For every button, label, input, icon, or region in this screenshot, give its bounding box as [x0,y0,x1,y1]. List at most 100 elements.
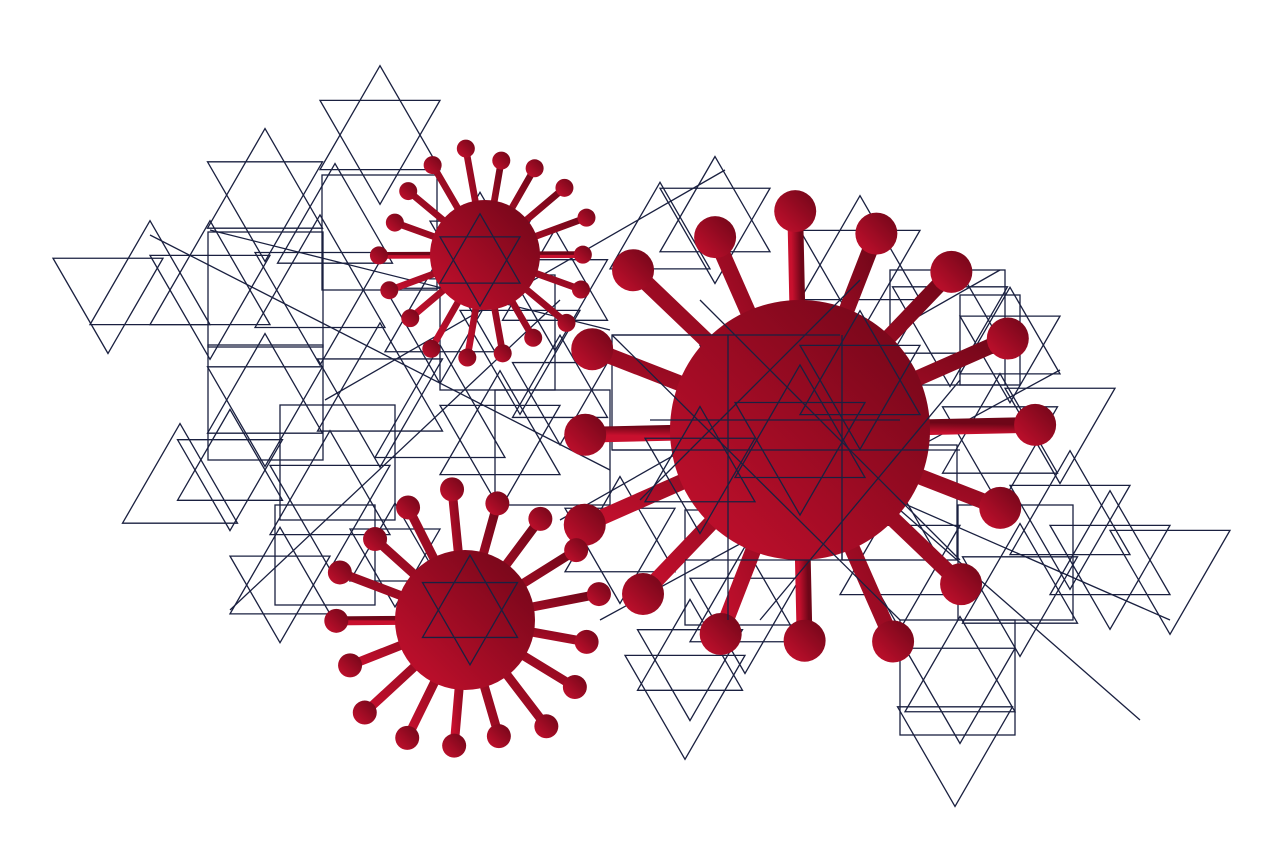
lattice-triangle [121,422,239,524]
virus-spike-knob [458,348,477,367]
virus-spike-knob [395,725,420,750]
lattice-triangle [88,219,212,326]
lattice-triangle [268,429,392,536]
lattice-square [899,619,1016,736]
virus-spike-knob [571,328,614,371]
lattice-triangle [798,309,922,416]
lattice-triangle [421,581,519,667]
virus-spike-knob [423,156,442,175]
virus-body [395,550,535,690]
lattice-triangle [51,257,165,355]
virus-spike-knob [573,245,592,264]
lattice-triangle [206,366,324,468]
lattice-triangle [903,615,1017,713]
virus-spike-knob [577,208,596,227]
lattice-square [494,389,611,506]
lattice-triangle [176,439,284,532]
lattice-triangle [643,405,757,503]
lattice-triangle [961,556,1079,658]
virus-spike-knob [486,724,511,749]
virus-spike-knob [352,700,377,725]
virus-spike-knob [442,733,467,758]
virus-spike-knob [563,503,606,546]
virus-spike-knob [774,190,817,233]
lattice-triangle [501,259,609,352]
virus-small-bottom [324,477,611,758]
virus-spike-knob [363,527,388,552]
lattice-triangle [636,629,744,722]
virus-spike-knob [586,582,611,607]
virus-spike-knob [555,178,574,197]
virus-spike-knob [699,613,742,656]
lattice-triangle [316,321,444,432]
lattice-triangle [253,213,387,329]
virus-spike-knob [612,249,655,292]
lattice-square [274,504,376,606]
virus-spike-knob [986,317,1029,360]
virus-spike-knob [369,246,388,265]
virus-spike-knob [456,139,475,158]
virus-spike-knob [324,608,349,633]
lattice-triangle [643,437,757,535]
lattice-triangle [511,333,609,419]
lattice-triangle [1008,484,1132,591]
lattice-line [899,509,1141,721]
virus-body [430,200,540,310]
virus-spike-knob [338,653,363,678]
lattice-square [279,404,396,521]
virus-spike-knob [524,328,543,347]
lattice-line [639,279,861,501]
lattice-triangle [511,361,609,447]
lattice-triangle [318,99,442,206]
virus-spike-knob [492,151,511,170]
virus-spike-knob [485,491,510,516]
lattice-triangle [438,369,562,476]
lattice-triangle [148,254,272,361]
triangle-lattice-overlay [421,212,961,667]
lattice-triangle [228,525,332,615]
lattice-triangle [733,363,867,479]
virus-spike-knob [930,250,973,293]
lattice-triangle [958,315,1062,405]
lattice-triangle [941,406,1059,508]
virus-spike-knob [327,560,352,585]
virus-spike-knob [622,573,665,616]
virus-spike-knob [534,714,559,739]
virus-spike-knob [422,339,441,358]
lattice-triangle [623,654,747,761]
virus-spike-knob [872,620,915,663]
lattice-triangle [316,358,444,469]
virus-spike-knob [528,506,553,531]
lattice-triangle [253,251,387,367]
virus-spike-knob [380,281,399,300]
lattice-triangle [206,332,324,434]
lattice-triangle [206,127,324,229]
lattice-triangle [733,401,867,517]
lattice-triangle [438,236,522,308]
lattice-triangle [608,180,712,270]
virus-spike-knob [574,629,599,654]
lattice-triangle [896,706,1014,808]
lattice-line [759,379,961,621]
virus-spike-knob [385,213,404,232]
lattice-triangle [421,553,519,639]
lattice-triangle [1108,529,1232,636]
lattice-line [149,234,611,471]
lattice-triangle [961,522,1079,624]
lattice-square [207,344,324,461]
lattice-triangle [688,545,802,643]
virus-spike-knob [396,495,421,520]
lattice-triangle [958,285,1062,375]
virus-spike-knob [571,280,590,299]
lattice-triangle [903,647,1017,745]
virus-spike-knob [694,216,737,259]
virus-spike-knob [440,477,465,502]
virus-spike-knob [401,309,420,328]
lattice-triangle [838,489,962,596]
lattice-triangle [798,344,922,451]
lattice-triangle [176,408,284,501]
lattice-triangle [373,343,507,459]
virus-spike-knob [564,538,589,563]
lattice-triangle [318,64,442,171]
